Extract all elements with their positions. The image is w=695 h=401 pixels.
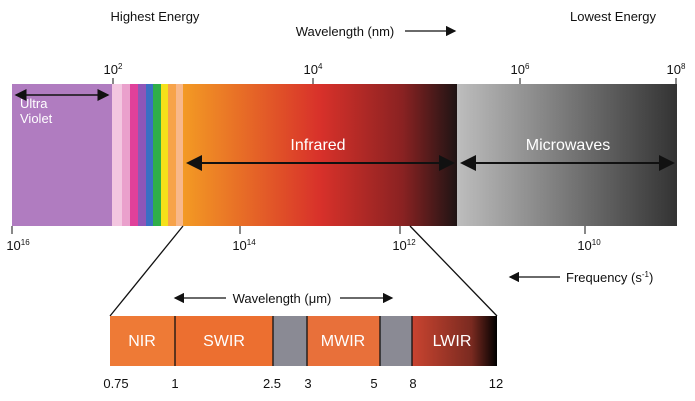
- wavelength-ticks: 102 104 106 108: [104, 62, 686, 84]
- tick-label: 108: [667, 62, 686, 77]
- lowest-energy: Lowest Energy: [570, 9, 656, 24]
- tick-label: 1012: [392, 238, 416, 253]
- uv-label: Violet: [20, 111, 53, 126]
- spectrum-band: [12, 84, 677, 226]
- frequency-ticks: 1016 1014 1012 1010: [6, 226, 601, 253]
- detail-tick: 12: [489, 376, 503, 391]
- tick-label: 1014: [232, 238, 256, 253]
- detail-tick: 8: [409, 376, 416, 391]
- tick-label: 106: [511, 62, 530, 77]
- band-label: MWIR: [321, 333, 365, 350]
- zoom-line: [409, 225, 498, 317]
- band-label: NIR: [128, 333, 156, 350]
- detail-axis-label: Wavelength (μm): [233, 291, 332, 306]
- tick-label: 104: [304, 62, 323, 77]
- frequency-label: Frequency (s-1): [566, 270, 653, 285]
- tick-label: 1010: [577, 238, 601, 253]
- zoom-line: [109, 225, 184, 317]
- detail-tick: 2.5: [263, 376, 281, 391]
- band-label: SWIR: [203, 333, 245, 350]
- uv-label: Ultra: [20, 96, 48, 111]
- detail-tick: 0.75: [103, 376, 128, 391]
- detail-tick: 3: [304, 376, 311, 391]
- microwaves-label: Microwaves: [526, 137, 610, 154]
- infrared-label: Infrared: [290, 137, 345, 154]
- detail-tick: 5: [370, 376, 377, 391]
- detail-tick: 1: [171, 376, 178, 391]
- wavelength-title: Wavelength (nm): [296, 24, 395, 39]
- detail-bar: [110, 316, 497, 366]
- band-label: LWIR: [433, 333, 472, 350]
- tick-label: 102: [104, 62, 123, 77]
- tick-label: 1016: [6, 238, 30, 253]
- highest-energy: Highest Energy: [111, 9, 200, 24]
